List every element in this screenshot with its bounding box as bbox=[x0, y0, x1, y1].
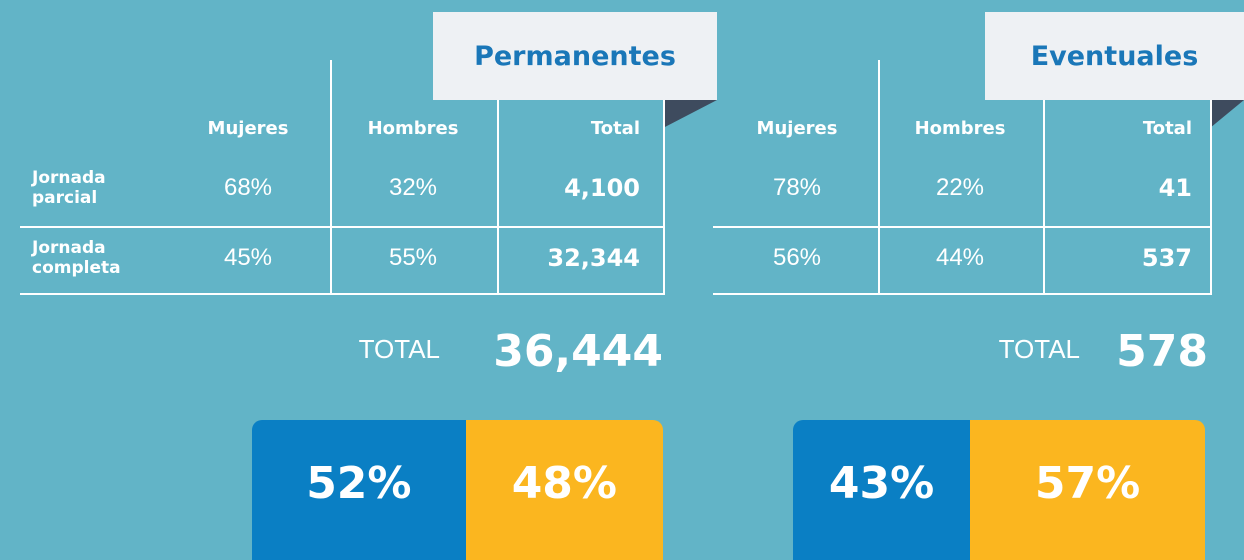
column-header: Mujeres bbox=[207, 118, 289, 139]
panel-title: Permanentes bbox=[433, 12, 717, 100]
total-value: 578 bbox=[1116, 326, 1208, 377]
men-share: 48% bbox=[465, 420, 663, 560]
percent-cell: 44% bbox=[935, 244, 985, 271]
tab-fold bbox=[663, 100, 717, 128]
row-divider bbox=[20, 226, 663, 228]
total-cell: 32,344 bbox=[547, 244, 640, 272]
column-divider bbox=[1043, 60, 1045, 295]
row-label: Jornada parcial bbox=[32, 168, 106, 208]
column-header: Total bbox=[590, 118, 640, 139]
row-divider bbox=[713, 226, 1210, 228]
column-divider bbox=[330, 60, 332, 295]
percent-cell: 32% bbox=[388, 174, 438, 201]
column-divider bbox=[497, 60, 499, 295]
total-label: TOTAL bbox=[358, 334, 440, 364]
column-header: Hombres bbox=[914, 118, 1006, 139]
total-cell: 537 bbox=[1141, 244, 1192, 272]
row-divider bbox=[20, 293, 663, 295]
percent-cell: 78% bbox=[772, 174, 822, 201]
percent-cell: 22% bbox=[935, 174, 985, 201]
men-share: 57% bbox=[970, 420, 1205, 560]
percent-cell: 45% bbox=[223, 244, 273, 271]
column-divider bbox=[1210, 100, 1212, 295]
women-share: 43% bbox=[793, 420, 971, 560]
row-divider bbox=[713, 293, 1210, 295]
column-divider bbox=[663, 100, 665, 295]
column-header: Total bbox=[1142, 118, 1192, 139]
women-share: 52% bbox=[252, 420, 466, 560]
row-label: Jornada completa bbox=[32, 238, 121, 278]
column-divider bbox=[878, 60, 880, 295]
column-header: Hombres bbox=[367, 118, 459, 139]
total-cell: 41 bbox=[1158, 174, 1192, 202]
column-header: Mujeres bbox=[756, 118, 838, 139]
total-cell: 4,100 bbox=[564, 174, 640, 202]
percent-cell: 55% bbox=[388, 244, 438, 271]
total-label: TOTAL bbox=[998, 334, 1080, 364]
percent-cell: 56% bbox=[772, 244, 822, 271]
percent-cell: 68% bbox=[223, 174, 273, 201]
total-value: 36,444 bbox=[493, 326, 663, 377]
tab-fold bbox=[1210, 100, 1244, 128]
panel-title: Eventuales bbox=[985, 12, 1244, 100]
